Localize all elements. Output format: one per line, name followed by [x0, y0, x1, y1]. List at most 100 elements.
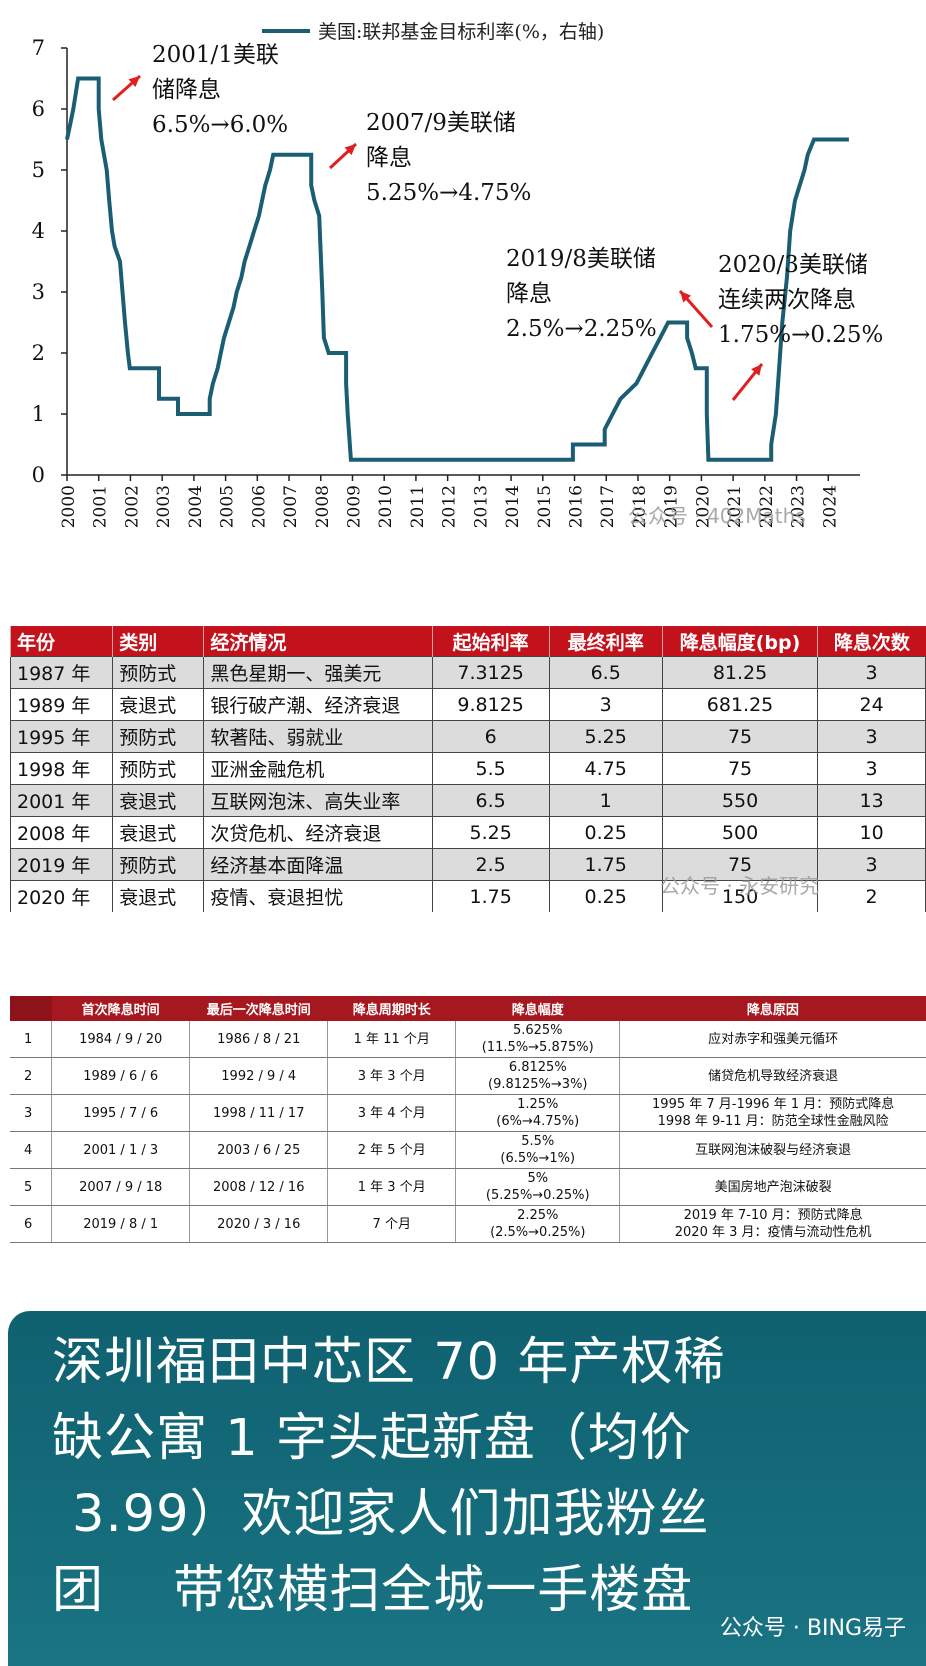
table1-cell: 3	[817, 752, 926, 785]
table2-cell-line: 7 个月	[372, 1216, 411, 1232]
annotation-text: 2001/1美联	[152, 42, 279, 68]
annotation-text: 5.25%→4.75%	[366, 180, 531, 206]
table2-cell-line: 美国房地产泡沫破裂	[714, 1179, 832, 1195]
x-tick-label: 2002	[122, 485, 142, 528]
table2-cell: 6	[10, 1205, 53, 1243]
table1-cell: 预防式	[112, 752, 205, 785]
table-row: 5 2007 / 9 / 18 2008 / 12 / 16 1 年 3 个月 5% (5…	[10, 1168, 926, 1206]
x-tick-label: 2023	[789, 485, 809, 528]
table2-cell: 3 年 3 个月	[327, 1057, 457, 1095]
table1-cell: 2008 年	[9, 816, 114, 849]
y-tick-label: 7	[32, 36, 45, 60]
table2-cell-line: 1995 年 7 月-1996 年 1 月：预防式降息	[652, 1097, 895, 1112]
table1-cell: 2001 年	[9, 784, 114, 817]
table2-cell-line: 储贷危机导致经济衰退	[708, 1068, 839, 1084]
table1-header-cell: 最终利率	[548, 626, 663, 657]
x-tick-label: 2014	[503, 485, 523, 528]
table1-cell: 衰退式	[112, 784, 205, 817]
table-row: 2001 年衰退式 互联网泡沫、高失业率 6.5 1 550 13	[9, 784, 926, 817]
x-tick-label: 2011	[408, 485, 428, 528]
table1-cell: 10	[817, 816, 926, 849]
table-row: 1995 年预防式 软著陆、弱就业 6 5.25 75 3	[9, 720, 926, 753]
table2-cell: 2019 年 7-10 月：预防式降息 2020 年 3 月：疫情与流动性危机	[619, 1205, 926, 1243]
table1-cell: 4.75	[548, 752, 663, 785]
annotation-arrowhead	[344, 144, 356, 156]
annotation-arrowhead	[128, 76, 140, 88]
x-tick-label: 2005	[218, 485, 238, 528]
table1-header-cell: 起始利率	[431, 626, 550, 657]
annotation-text: 2007/9美联储	[366, 110, 516, 136]
table2-cell: 5.625% (11.5%→5.875%)	[455, 1021, 621, 1058]
table1-cell: 3	[548, 688, 663, 721]
table2-cell: 1984 / 9 / 20	[51, 1021, 191, 1058]
table2-cell-line: 应对赤字和强美元循环	[708, 1031, 839, 1047]
table2-cell: 1986 / 8 / 21	[189, 1021, 329, 1058]
table2-cell: 2019 / 8 / 1	[51, 1205, 191, 1243]
table1-cell: 0.25	[548, 880, 663, 912]
table2-cell-line: 5.625%	[512, 1023, 563, 1038]
table2-cell: 5% (5.25%→0.25%)	[455, 1168, 621, 1206]
table2-cell-line: 2.25%	[517, 1208, 559, 1223]
y-tick-label: 2	[32, 341, 45, 365]
x-tick-label: 2017	[598, 485, 618, 528]
table-row: 1989 年衰退式 银行破产潮、经济衰退 9.8125 3 681.25 24	[9, 688, 926, 721]
table1-cell: 黑色星期一、强美元	[203, 656, 433, 689]
x-tick-label: 2001	[91, 485, 111, 528]
table2-header-cell: 首次降息时间	[51, 996, 190, 1021]
table2-cell: 2 年 5 个月	[327, 1131, 457, 1169]
table2-cell: 美国房地产泡沫破裂	[619, 1168, 926, 1206]
table2-cell: 1989 / 6 / 6	[51, 1057, 191, 1095]
table-row: 1987 年预防式 黑色星期一、强美元 7.3125 6.5 81.25 3	[9, 656, 926, 689]
table2-cell-line: 3 年 4 个月	[357, 1105, 426, 1121]
promo-line: 3.99）欢迎家人们加我粉丝	[72, 1485, 710, 1544]
table2-cell-line: 2019 年 7-10 月：预防式降息	[683, 1208, 863, 1223]
table1-cell: 550	[661, 784, 819, 817]
table2-cell-line: 6	[24, 1216, 33, 1232]
table2-cell-line: 2001 / 1 / 3	[83, 1142, 159, 1158]
table2-cell-line: 2020 / 3 / 16	[217, 1216, 301, 1232]
table2-cell: 1	[10, 1021, 53, 1058]
table2-cell: 3 年 4 个月	[327, 1094, 457, 1132]
table1-cell: 5.25	[548, 720, 663, 753]
table2-cell: 2007 / 9 / 18	[51, 1168, 191, 1206]
table1-cell: 75	[661, 720, 819, 753]
x-tick-label: 2012	[440, 485, 460, 528]
table2-cell-line: 1.25%	[517, 1097, 559, 1112]
table2-cell: 互联网泡沫破裂与经济衰退	[619, 1131, 926, 1169]
table2-cell: 6.8125% (9.8125%→3%)	[455, 1057, 621, 1095]
table1-cell: 3	[817, 720, 926, 753]
table1-header-cell: 经济情况	[203, 626, 433, 657]
table1-cell: 衰退式	[112, 816, 205, 849]
table1-cell: 1.75	[548, 848, 663, 881]
table1-cell: 互联网泡沫、高失业率	[203, 784, 433, 817]
x-tick-label: 2003	[154, 485, 174, 528]
x-tick-label: 2019	[662, 485, 682, 528]
legend-label: 美国:联邦基金目标利率(%，右轴)	[318, 21, 604, 43]
x-tick-label: 2009	[344, 485, 364, 528]
y-tick-label: 6	[32, 97, 45, 121]
table1-cell: 1998 年	[9, 752, 114, 785]
table2-cell: 2020 / 3 / 16	[189, 1205, 329, 1243]
promo-line: 缺公寓 1 字头起新盘（均价	[52, 1409, 692, 1468]
table1-cell: 24	[817, 688, 926, 721]
table2-cell: 5.5% (6.5%→1%)	[455, 1131, 621, 1169]
x-tick-label: 2004	[186, 485, 206, 528]
table2-cell-line: 1	[24, 1031, 33, 1047]
table1-cell: 6.5	[548, 656, 663, 689]
table2-cell-line: 1989 / 6 / 6	[83, 1068, 159, 1084]
table1-cell: 3	[817, 848, 926, 881]
x-tick-label: 2007	[281, 485, 301, 528]
table1-cell: 2	[817, 880, 926, 912]
table2-cell: 1995 / 7 / 6	[51, 1094, 191, 1132]
table2-cell-line: 3 年 3 个月	[357, 1068, 426, 1084]
table1-cell: 500	[661, 816, 819, 849]
table1-cell: 1	[548, 784, 663, 817]
table2-cell-line: 2019 / 8 / 1	[83, 1216, 159, 1232]
x-tick-label: 2006	[249, 485, 269, 528]
rate-cut-table: 年份 类别 经济情况 起始利率 最终利率 降息幅度(bp) 降息次数 1987 年预防式 黑色…	[9, 626, 926, 912]
table2-cell-line: (9.8125%→3%)	[488, 1077, 588, 1092]
table-row: 4 2001 / 1 / 3 2003 / 6 / 25 2 年 5 个月 5.5% (6…	[10, 1131, 926, 1169]
x-tick-label: 2022	[757, 485, 777, 528]
annotation-text: 连续两次降息	[718, 287, 856, 313]
table2-cell-line: 2007 / 9 / 18	[79, 1179, 163, 1195]
